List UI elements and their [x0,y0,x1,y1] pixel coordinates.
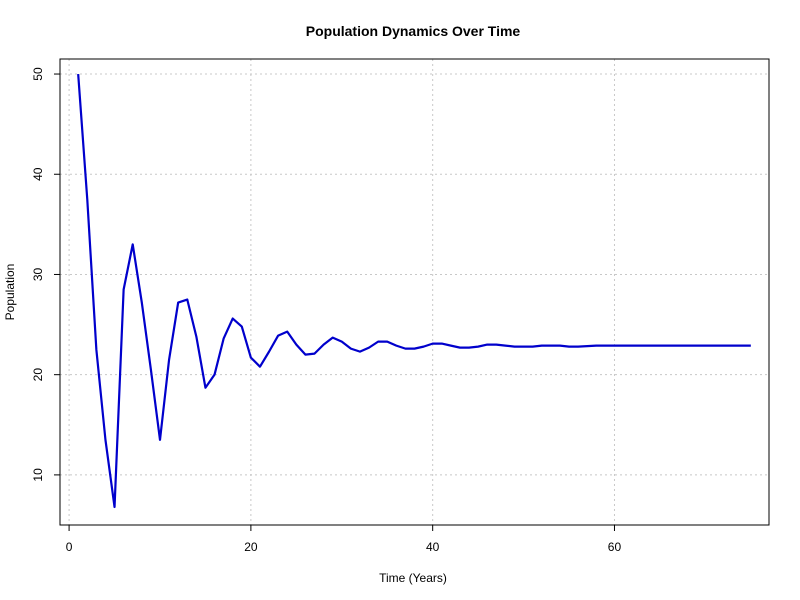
y-axis: 10 20 30 40 50 [31,67,60,482]
y-tick-label: 40 [31,167,45,181]
y-tick-label: 10 [31,468,45,482]
x-axis-label: Time (Years) [379,571,447,585]
y-tick-label: 50 [31,67,45,81]
chart-title: Population Dynamics Over Time [306,23,521,39]
x-tick-label: 60 [608,540,622,554]
y-tick-label: 30 [31,267,45,281]
y-tick-label: 20 [31,368,45,382]
grid [60,59,769,525]
x-tick-label: 0 [66,540,73,554]
series-line [77,73,751,509]
plot-frame [59,58,770,526]
y-axis-label: Population [3,264,17,321]
x-axis: 0 20 40 60 [66,525,622,554]
x-tick-label: 20 [244,540,258,554]
x-tick-label: 40 [426,540,440,554]
